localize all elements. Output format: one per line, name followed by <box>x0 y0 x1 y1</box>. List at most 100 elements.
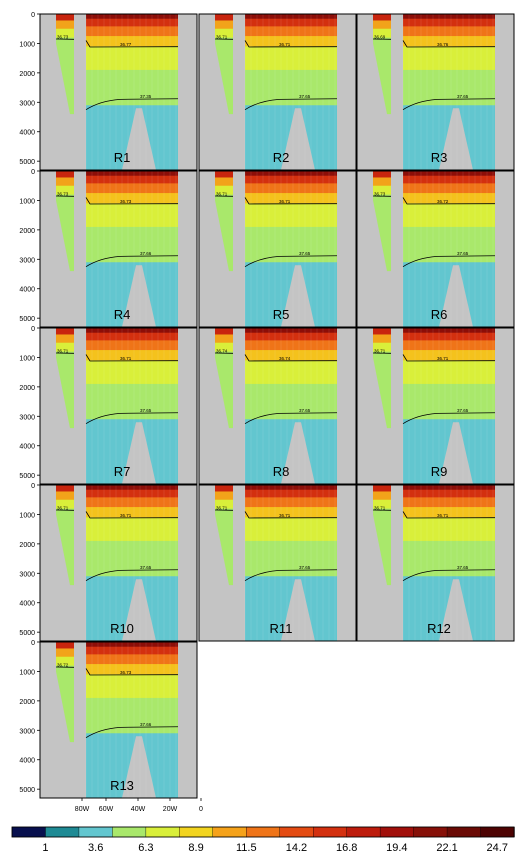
panel-label: R2 <box>273 150 290 165</box>
deep-contour <box>402 569 496 581</box>
panel-body <box>357 485 514 641</box>
y-tick-label: 1000 <box>19 512 35 519</box>
intermediate-water <box>403 360 495 384</box>
colorbar-swatch <box>446 826 482 838</box>
colorbar-tick-label: 11.5 <box>236 842 257 854</box>
y-tick-label: 3000 <box>19 571 35 578</box>
y-tick-label: 0 <box>31 169 35 176</box>
deep-contour <box>244 255 338 267</box>
panel-frame <box>356 13 515 171</box>
colorbar-tick-label: 22.1 <box>436 842 457 854</box>
y-tick-label: 0 <box>31 326 35 333</box>
contour-label: 36.71 <box>374 506 386 511</box>
intermediate-water <box>86 517 178 541</box>
colorbar-swatch <box>112 826 147 838</box>
contour-label: 37.35 <box>140 94 152 99</box>
panel-label: R9 <box>431 464 448 479</box>
ridge <box>122 108 156 170</box>
y-tick-label: 2000 <box>19 71 35 78</box>
deep-contour <box>402 412 496 424</box>
y-tick-label: 3000 <box>19 414 35 421</box>
western-surface <box>215 328 233 335</box>
surface-layer <box>403 328 495 333</box>
contour-label: 36.71 <box>437 356 449 361</box>
x-tick-label: 40W <box>131 806 146 813</box>
y-tick-label: 1000 <box>19 355 35 362</box>
contour-label: 36.69 <box>374 35 386 40</box>
contour-label: 36.72 <box>437 199 449 204</box>
contour-label: 36.73 <box>57 192 69 197</box>
y-tick-label: 5000 <box>19 159 35 166</box>
panel-body <box>357 328 514 484</box>
panel-r4: 36.73 36.73 37.66 R4 0 1000 2000 3000 4000 5000 <box>19 169 198 328</box>
contour-label: 37.65 <box>299 408 311 413</box>
panel-r13: 36.72 36.73 37.66 R13 0 1000 2000 3000 4000 5000 8… <box>19 640 203 813</box>
contour-label: 37.65 <box>457 94 469 99</box>
y-tick-label: 4000 <box>19 601 35 608</box>
colorbar-swatch <box>279 826 314 838</box>
deep-contour <box>244 98 338 110</box>
colorbar-tick-label: 3.6 <box>88 842 103 854</box>
upper-contour <box>85 511 179 519</box>
x-tick-label: 80W <box>75 806 90 813</box>
contour-label: 37.66 <box>140 251 152 256</box>
panel-frame <box>198 327 357 485</box>
y-tick-label: 2000 <box>19 228 35 235</box>
panel-body <box>40 642 197 798</box>
panel-r8: 36.74 36.74 37.65 R8 <box>198 327 357 485</box>
upper-contour <box>85 354 179 362</box>
ridge <box>281 579 315 641</box>
western-surface <box>56 328 74 335</box>
panel-body <box>40 485 197 641</box>
panel-r11: 36.71 36.71 37.65 R11 <box>198 484 357 642</box>
panel-body <box>357 171 514 327</box>
ridge <box>281 265 315 327</box>
ridge <box>281 108 315 170</box>
upper-contour <box>244 354 338 362</box>
surface-layer <box>403 485 495 490</box>
ridge <box>122 736 156 798</box>
ridge <box>439 422 473 484</box>
panel-frame <box>198 170 357 328</box>
panel-frame <box>198 13 357 171</box>
western-surface <box>56 14 74 21</box>
surface-layer <box>245 14 337 19</box>
upper-contour <box>244 511 338 519</box>
x-tick-label: 0 <box>199 806 203 813</box>
panel-r1: 36.73 36.77 37.35 R1 0 1000 2000 3000 4000 5000 <box>19 12 198 171</box>
colorbar-tick-label: 24.7 <box>487 842 508 854</box>
contour-label: 36.71 <box>57 349 69 354</box>
surface-layer <box>403 14 495 19</box>
surface-layer <box>86 14 178 19</box>
colorbar: 1 3.6 6.3 8.9 11.5 14.2 16.8 19.4 22.1 24.7 <box>11 826 515 854</box>
colorbar-swatch <box>145 826 181 838</box>
panel-label: R8 <box>273 464 290 479</box>
deep-contour <box>402 255 496 267</box>
ridge <box>439 108 473 170</box>
contour-label: 36.71 <box>374 349 386 354</box>
upper-contour <box>244 40 338 48</box>
colorbar-swatch <box>346 826 381 838</box>
colorbar-tick-label: 8.9 <box>188 842 203 854</box>
contour-label: 37.65 <box>457 565 469 570</box>
y-tick-label: 0 <box>31 483 35 490</box>
contour-label: 37.65 <box>299 251 311 256</box>
deep-contour <box>85 412 179 424</box>
ridge <box>281 422 315 484</box>
ridge <box>122 265 156 327</box>
y-tick-label: 1000 <box>19 198 35 205</box>
contour-label: 36.77 <box>120 42 132 47</box>
deep-contour <box>85 98 179 110</box>
colorbar-swatch <box>212 826 247 838</box>
ridge <box>122 422 156 484</box>
contour-label: 36.76 <box>437 42 449 47</box>
panel-r7: 36.71 36.71 37.65 R7 0 1000 2000 3000 4000 5000 <box>19 326 198 485</box>
panel-label: R13 <box>110 778 134 793</box>
upper-contour <box>402 354 496 362</box>
western-surface <box>56 642 74 649</box>
colorbar-swatch <box>11 826 47 838</box>
y-tick-label: 3000 <box>19 728 35 735</box>
colorbar-tick-label: 19.4 <box>386 842 407 854</box>
deep-contour <box>244 412 338 424</box>
